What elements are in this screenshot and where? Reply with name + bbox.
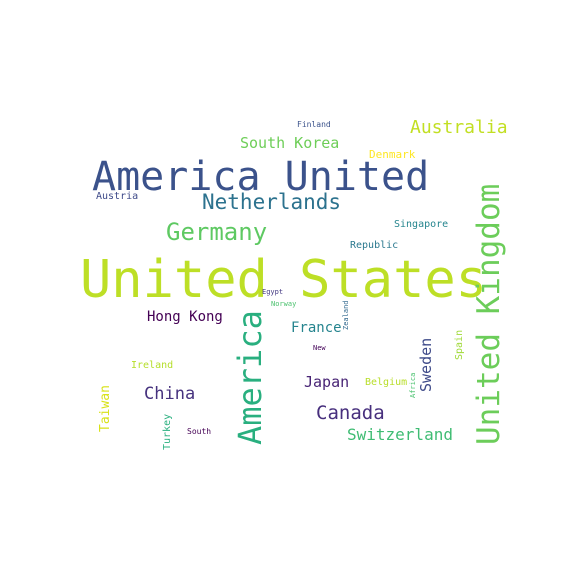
word-new: New [313,344,326,352]
word-france: France [291,320,342,336]
word-south-korea: South Korea [240,134,340,152]
word-united-kingdom: United Kingdom [471,183,507,445]
word-ireland: Ireland [131,360,174,371]
word-china: China [144,384,196,404]
word-zealand: Zealand [342,300,350,330]
word-norway: Norway [271,300,297,308]
word-america: America [231,310,269,445]
word-turkey: Turkey [162,413,173,450]
word-japan: Japan [304,373,350,391]
word-finland: Finland [297,120,331,129]
word-hong-kong: Hong Kong [147,309,223,325]
word-africa: Africa [409,372,417,398]
word-spain: Spain [454,329,465,360]
word-singapore: Singapore [394,219,449,230]
word-germany: Germany [166,218,268,246]
word-taiwan: Taiwan [98,385,113,432]
word-belgium: Belgium [365,377,408,388]
word-united-states: United States [80,250,487,310]
word-america-united: America United [92,154,430,200]
word-south: South [187,427,212,436]
word-sweden: Sweden [417,337,435,392]
word-australia: Australia [410,117,508,138]
word-republic: Republic [350,240,399,251]
word-austria: Austria [96,191,139,202]
word-denmark: Denmark [369,148,416,161]
word-egypt: Egypt [262,288,284,296]
word-switzerland: Switzerland [347,425,453,444]
word-canada: Canada [316,402,385,424]
word-netherlands: Netherlands [202,190,342,214]
